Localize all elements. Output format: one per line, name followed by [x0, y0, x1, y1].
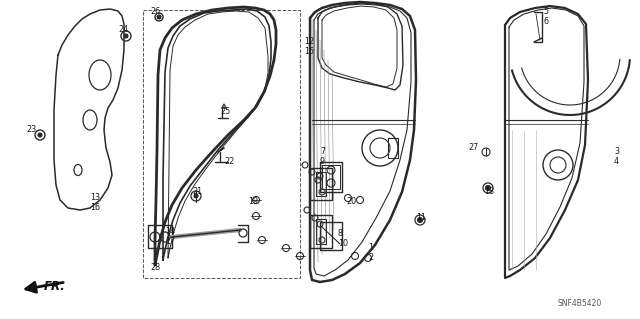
Text: 12: 12: [304, 38, 314, 47]
Text: 15: 15: [304, 48, 314, 56]
Text: 14: 14: [165, 227, 175, 236]
Circle shape: [417, 218, 422, 222]
Text: SNF4B5420: SNF4B5420: [558, 300, 602, 308]
Circle shape: [486, 186, 490, 190]
Circle shape: [38, 133, 42, 137]
Text: 7: 7: [320, 147, 325, 157]
Text: 2: 2: [368, 254, 373, 263]
Text: 19: 19: [248, 197, 258, 206]
Text: 20: 20: [346, 197, 356, 206]
Circle shape: [157, 15, 161, 19]
Text: 13: 13: [90, 194, 100, 203]
Text: 25: 25: [220, 108, 230, 116]
Text: 9: 9: [320, 158, 325, 167]
Text: 8: 8: [338, 229, 343, 239]
Text: 24: 24: [118, 26, 128, 34]
Text: 1: 1: [368, 243, 373, 253]
Circle shape: [124, 34, 128, 38]
Text: 21: 21: [192, 188, 202, 197]
Text: 4: 4: [614, 158, 619, 167]
Text: 17: 17: [165, 238, 175, 247]
Text: 18: 18: [484, 188, 494, 197]
Text: 16: 16: [90, 204, 100, 212]
Text: FR.: FR.: [44, 279, 66, 293]
Text: 26: 26: [150, 8, 160, 17]
Text: 22: 22: [224, 158, 234, 167]
Circle shape: [194, 194, 198, 198]
Text: 11: 11: [416, 213, 426, 222]
Text: 3: 3: [614, 147, 619, 157]
Text: 23: 23: [26, 125, 36, 135]
Text: 6: 6: [543, 18, 548, 26]
Text: 5: 5: [543, 8, 548, 17]
Text: 10: 10: [338, 240, 348, 249]
Text: 28: 28: [150, 263, 160, 272]
Text: 27: 27: [468, 144, 478, 152]
